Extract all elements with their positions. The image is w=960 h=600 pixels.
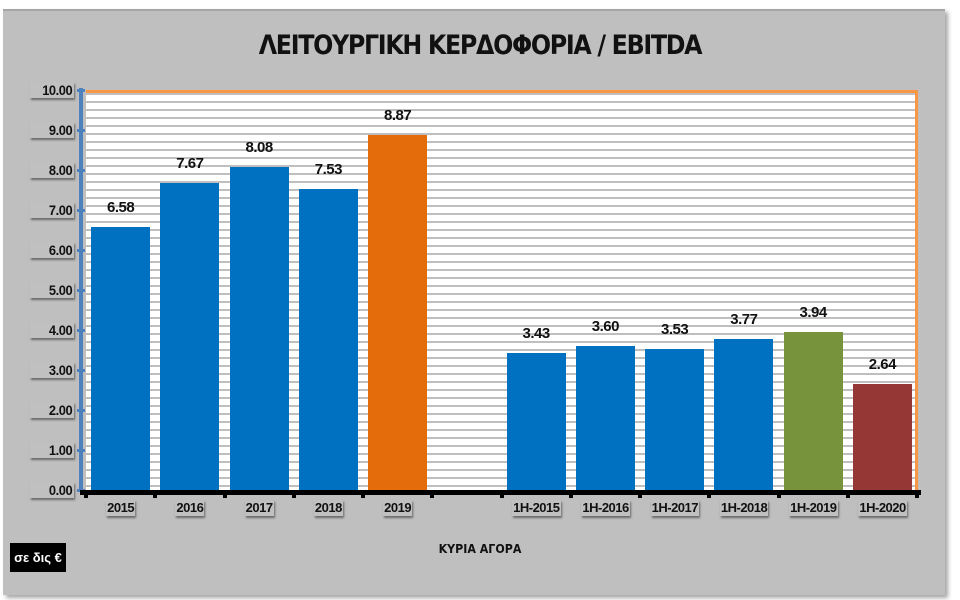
y-tick bbox=[77, 449, 85, 452]
bar bbox=[575, 346, 635, 490]
y-tick-label: 7.00 bbox=[29, 202, 74, 218]
x-tick bbox=[915, 494, 919, 498]
bar bbox=[783, 332, 843, 490]
bar-value-label: 7.53 bbox=[314, 160, 343, 178]
y-tick-label: 3.00 bbox=[29, 362, 74, 378]
y-tick-label: 0.00 bbox=[29, 482, 74, 498]
y-tick bbox=[77, 289, 85, 292]
bar-value-label: 3.43 bbox=[522, 324, 551, 342]
bar-value-label: 8.87 bbox=[384, 107, 412, 125]
bar-value-label: 3.77 bbox=[730, 311, 758, 329]
x-tick bbox=[153, 494, 158, 498]
y-tick bbox=[77, 369, 85, 372]
y-tick-label: 6.00 bbox=[29, 242, 74, 258]
x-tick bbox=[776, 494, 781, 498]
y-tick bbox=[77, 409, 85, 412]
x-tick bbox=[845, 494, 850, 498]
x-tick bbox=[222, 494, 227, 498]
x-tick bbox=[568, 494, 573, 498]
y-tick-label: 8.00 bbox=[29, 162, 74, 178]
x-tick bbox=[430, 494, 435, 498]
x-tick-label: 2015 bbox=[106, 500, 136, 516]
x-axis bbox=[80, 490, 921, 495]
y-tick-label: 4.00 bbox=[29, 322, 74, 338]
x-tick bbox=[84, 494, 88, 498]
bar-value-label: 3.94 bbox=[799, 304, 828, 322]
x-tick bbox=[291, 494, 296, 498]
x-tick-label: 1H-2017 bbox=[650, 500, 699, 516]
y-tick bbox=[77, 329, 85, 332]
x-tick-label: 2018 bbox=[313, 500, 343, 516]
y-tick bbox=[77, 249, 85, 252]
x-tick-label: 1H-2020 bbox=[858, 500, 907, 516]
x-tick-label: 2016 bbox=[175, 500, 205, 516]
x-tick bbox=[361, 494, 365, 498]
x-tick-label: 1H-2019 bbox=[789, 500, 838, 516]
x-tick-label: 1H-2016 bbox=[581, 500, 630, 516]
x-tick bbox=[499, 494, 504, 498]
bar bbox=[298, 188, 358, 490]
y-tick-label: 2.00 bbox=[29, 402, 74, 418]
bar bbox=[91, 226, 151, 490]
x-tick bbox=[707, 494, 712, 498]
x-tick-label: 2019 bbox=[383, 500, 413, 516]
y-tick-label: 1.00 bbox=[29, 442, 74, 458]
bar bbox=[852, 384, 912, 490]
plot-area bbox=[86, 90, 918, 490]
y-tick bbox=[77, 169, 85, 172]
x-tick bbox=[638, 494, 642, 498]
bar-value-label: 8.08 bbox=[245, 138, 274, 156]
y-tick-label: 9.00 bbox=[29, 122, 74, 138]
y-tick bbox=[77, 129, 85, 132]
bar bbox=[645, 348, 705, 490]
y-tick bbox=[77, 209, 85, 212]
chart-title: ΛΕΙΤΟΥΡΓΙΚΗ ΚΕΡΔΟΦΟΡΙΑ / EBITDA bbox=[258, 30, 703, 61]
y-tick bbox=[77, 89, 85, 92]
bar bbox=[160, 183, 220, 490]
bar bbox=[229, 166, 289, 490]
y-tick-label: 5.00 bbox=[29, 282, 74, 298]
bar-value-label: 3.53 bbox=[661, 320, 689, 338]
x-axis-title: ΚΥΡΙΑ ΑΓΟΡΑ bbox=[438, 542, 522, 556]
bar-value-label: 3.60 bbox=[591, 318, 620, 335]
bar-value-label: 2.64 bbox=[868, 356, 897, 374]
unit-label: σε δις € bbox=[10, 543, 66, 572]
bar bbox=[506, 352, 566, 490]
bar bbox=[368, 135, 428, 490]
bar-value-label: 6.58 bbox=[107, 198, 135, 216]
x-tick-label: 1H-2015 bbox=[512, 500, 561, 516]
bar-value-label: 7.67 bbox=[176, 155, 204, 173]
x-tick-label: 1H-2018 bbox=[719, 500, 769, 516]
x-tick-label: 2017 bbox=[244, 500, 274, 516]
bar bbox=[714, 339, 774, 490]
y-tick-label: 10.00 bbox=[29, 82, 74, 98]
